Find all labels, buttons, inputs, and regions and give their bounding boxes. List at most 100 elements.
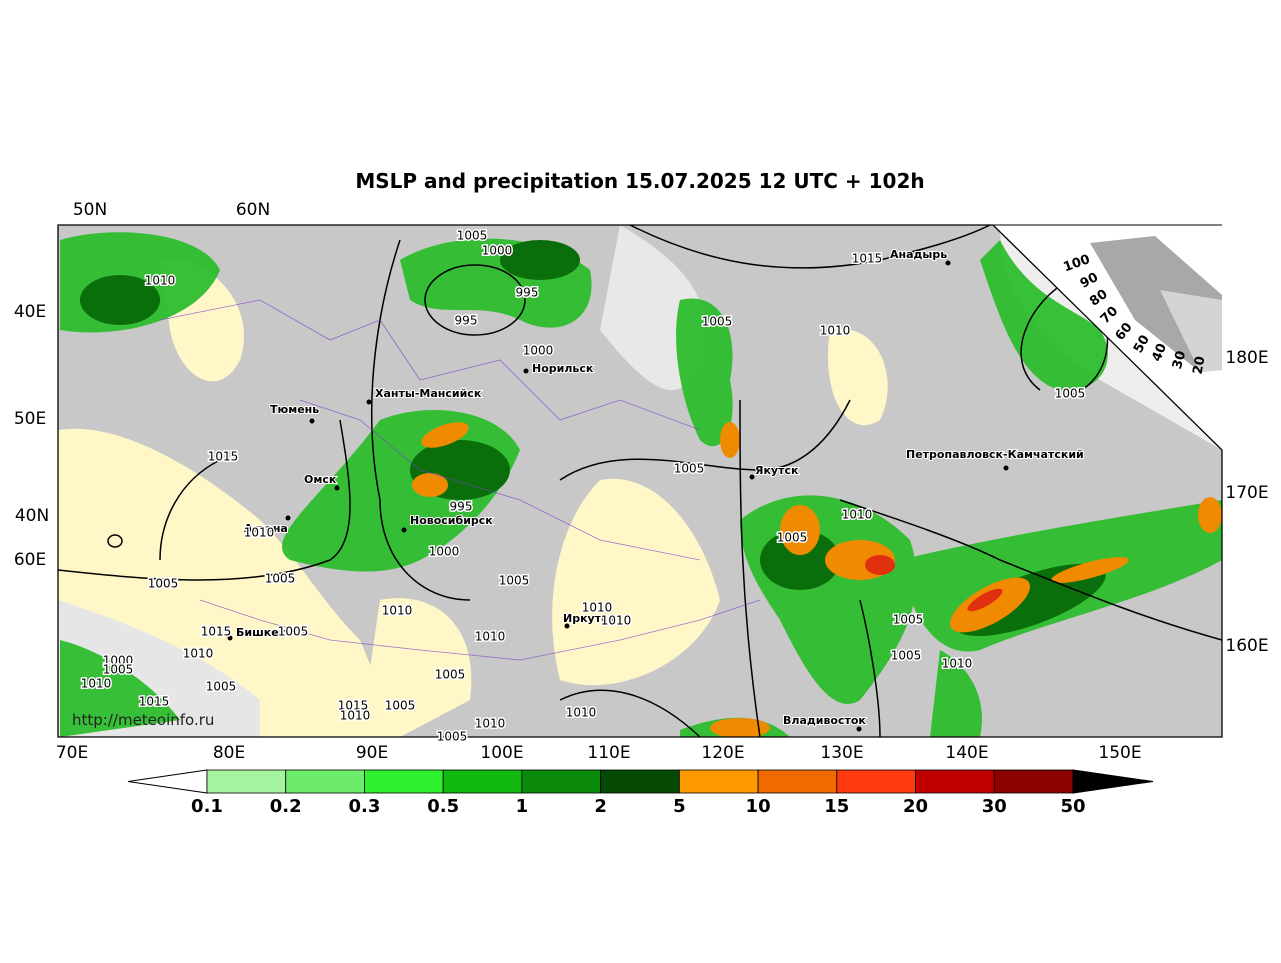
isobar-label: 1010 [244, 526, 275, 540]
city-name: Якутск [755, 464, 799, 477]
wind-scale-label: 50 [1131, 333, 1153, 356]
city-dot [334, 485, 340, 491]
isobar-label: 1015 [338, 699, 369, 713]
wind-scale-label: 30 [1170, 349, 1189, 371]
city-dot [1003, 465, 1009, 471]
colorbar-segment [836, 769, 916, 794]
isobar-label: 1010 [340, 709, 371, 723]
map-frame [57, 224, 1223, 738]
isobar-label: 1015 [201, 625, 232, 639]
city-name: Астана [244, 522, 288, 535]
colorbar-segment [915, 769, 995, 794]
lon-label: 70E [56, 743, 88, 763]
title: MSLP and precipitation 15.07.2025 12 UTC… [355, 169, 924, 193]
isobar-label: 1005 [265, 572, 296, 586]
colorbar-segment [757, 769, 838, 794]
city-dot [285, 515, 291, 521]
isobar-label: 1005 [206, 680, 237, 694]
colorbar-label: 15 [824, 796, 849, 817]
lon-label: 90E [356, 743, 388, 763]
colorbar-segment [206, 769, 287, 794]
city-dot [401, 527, 407, 533]
axis-label: 60E [14, 550, 46, 570]
isobar-label: 995 [450, 500, 473, 514]
axis-label: 160E [1225, 636, 1268, 656]
isobar-label: 1005 [437, 730, 468, 744]
colorbar-segment [993, 769, 1074, 794]
lat-label: 60N [236, 200, 270, 220]
city-dot [564, 623, 570, 629]
colorbar-label: 20 [903, 796, 928, 817]
city-dot [227, 635, 233, 641]
wind-scale-label: 60 [1113, 320, 1136, 343]
lon-label: 150E [1098, 743, 1141, 763]
isobar-label: 1010 [183, 647, 214, 661]
city-name: Анадырь [890, 248, 947, 261]
isobar-label: 1010 [81, 677, 112, 691]
city-dot [749, 474, 755, 480]
isobar-label: 1005 [893, 613, 924, 627]
colorbar-label: 10 [746, 796, 771, 817]
isobar-label: 1005 [278, 625, 309, 639]
colorbar-label: 5 [673, 796, 686, 817]
wind-scale-fan [1090, 236, 1222, 372]
wind-scale-label: 70 [1098, 304, 1121, 327]
isobar-label: 1010 [582, 601, 613, 615]
colorbar-label: 50 [1060, 796, 1085, 817]
isobar-label: 1005 [702, 315, 733, 329]
axis-label: 180E [1225, 348, 1268, 368]
isobar-label: 1000 [103, 654, 134, 668]
isobar-label: 1005 [148, 577, 179, 591]
isobar-label: 1005 [435, 668, 466, 682]
isobar-label: 1010 [842, 508, 873, 522]
colorbar-label: 30 [982, 796, 1007, 817]
isobar-label: 995 [455, 314, 478, 328]
wind-scale-label: 100 [1061, 252, 1092, 275]
city-name: Тюмень [270, 403, 319, 416]
isobar-label: 1010 [145, 274, 176, 288]
lat-label: 50N [73, 200, 107, 220]
colorbar-left-arrow [127, 769, 208, 794]
colorbar-segment [364, 769, 444, 794]
lon-label: 80E [213, 743, 245, 763]
colorbar-segment [442, 769, 523, 794]
axis-label: 40N [15, 506, 49, 526]
city-dot [523, 368, 529, 374]
city-dot [945, 260, 951, 266]
city-name: Омск [304, 473, 337, 486]
colorbar-label: 0.2 [270, 796, 302, 817]
labels: 50N 60N 40E 50E 40N 60E 180E 170E 160E 70E 80E 90E 1… [14, 200, 1269, 817]
lon-label: 140E [945, 743, 988, 763]
isobar-label: 1015 [852, 252, 883, 266]
isobar-label: 1005 [777, 531, 808, 545]
colorbar-segment [600, 769, 680, 794]
colorbar-segment [521, 769, 602, 794]
axis-label: 50E [14, 409, 46, 429]
city-dot [366, 399, 372, 405]
isobar-label: 1010 [475, 630, 506, 644]
city-name: Бишкек [236, 626, 287, 639]
colorbar-label: 0.1 [191, 796, 223, 817]
isobar-label: 1010 [601, 614, 632, 628]
city-dot [309, 418, 315, 424]
isobar-label: 1010 [566, 706, 597, 720]
isobar-label: 995 [516, 286, 539, 300]
colorbar-segment [285, 769, 365, 794]
isobar-label: 1005 [1055, 387, 1086, 401]
lon-label: 120E [701, 743, 744, 763]
city-name: Иркутск [563, 612, 616, 625]
isobar-label: 1010 [382, 604, 413, 618]
city-name: Ханты-Мансийск [375, 387, 482, 400]
colorbar-label: 2 [594, 796, 607, 817]
colorbar-right-arrow [1072, 769, 1154, 794]
axis-label: 170E [1225, 483, 1268, 503]
lon-label: 130E [820, 743, 863, 763]
city-name: Норильск [532, 362, 594, 375]
city-name: Новосибирск [410, 514, 493, 527]
lon-label: 110E [587, 743, 630, 763]
isobar-label: 1000 [482, 244, 513, 258]
wind-scale-label: 90 [1078, 270, 1101, 292]
isobar-label: 1005 [499, 574, 530, 588]
wind-scale-label: 40 [1149, 341, 1170, 363]
